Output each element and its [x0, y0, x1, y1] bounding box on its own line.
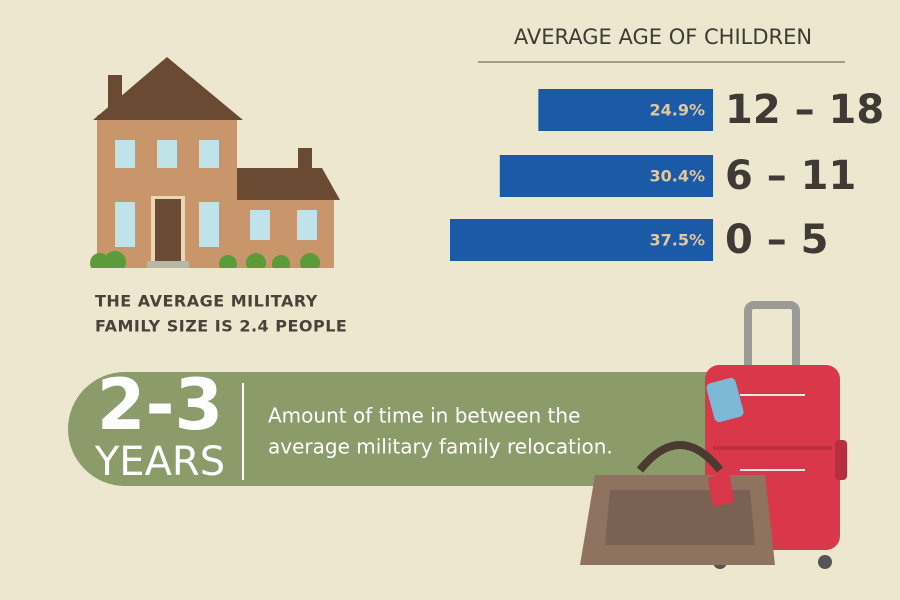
banner-unit: YEARS	[94, 439, 225, 485]
bar	[538, 89, 713, 131]
banner-text: average military family relocation.	[268, 435, 613, 459]
category-label: 0 – 5	[725, 217, 829, 263]
value-label: 37.5%	[649, 231, 705, 250]
category-label: 12 – 18	[725, 87, 884, 133]
chart-title: AVERAGE AGE OF CHILDREN	[514, 25, 812, 49]
value-label: 30.4%	[649, 167, 705, 186]
banner	[68, 372, 720, 486]
caption-line: FAMILY SIZE IS 2.4 PEOPLE	[95, 317, 347, 336]
bar-chart: 24.9% 12 – 18 30.4% 6 – 11 37.5% 0 – 5	[450, 87, 884, 263]
banner-number: 2-3	[97, 364, 223, 446]
value-label: 24.9%	[649, 101, 705, 120]
bar	[499, 155, 713, 197]
caption-line: THE AVERAGE MILITARY	[95, 292, 318, 311]
house-illustration	[88, 57, 340, 274]
banner-text: Amount of time in between the	[268, 404, 580, 428]
bar	[450, 219, 713, 261]
luggage-illustration	[580, 301, 847, 569]
category-label: 6 – 11	[725, 153, 856, 199]
